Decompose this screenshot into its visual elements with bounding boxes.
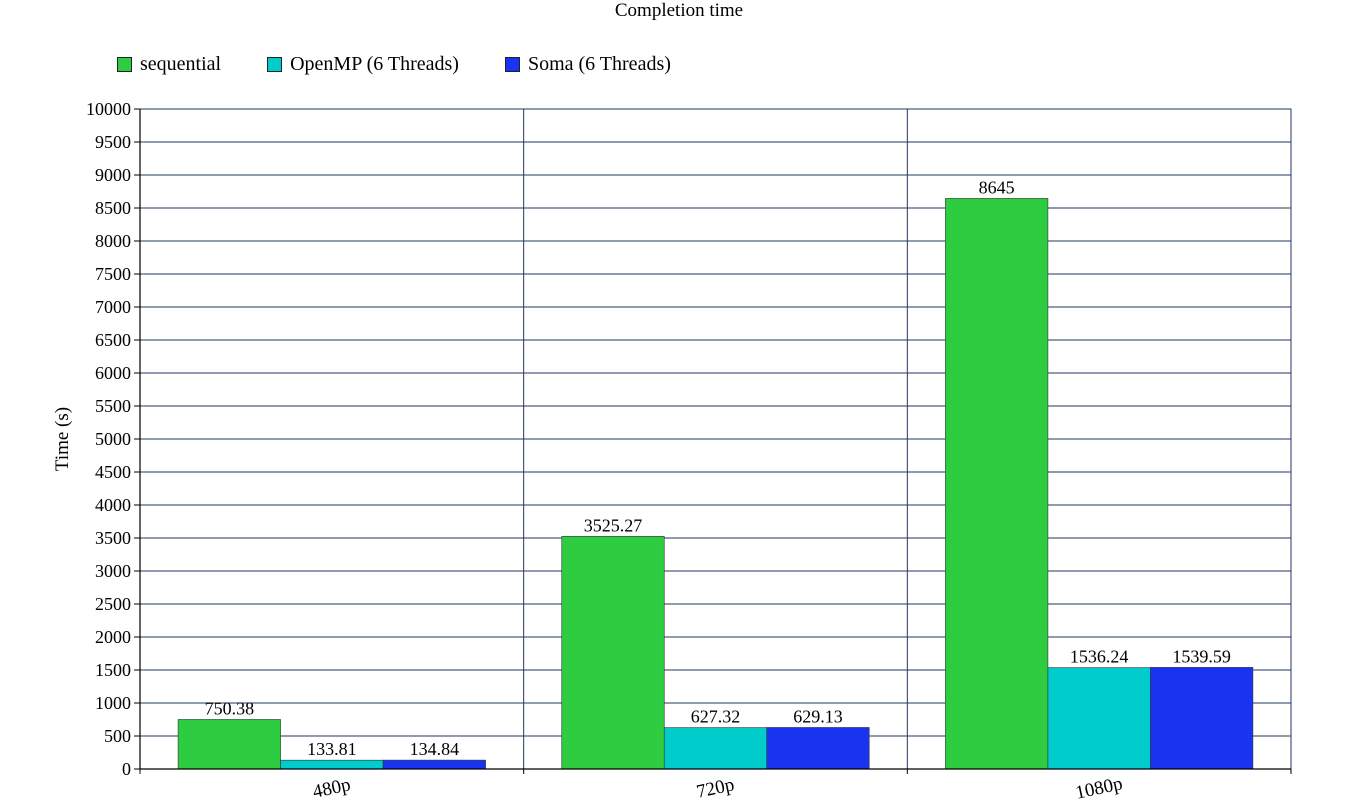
data-label: 1539.59 bbox=[1172, 646, 1231, 666]
x-tick-label: 720p bbox=[695, 774, 737, 802]
y-axis-label: Time (s) bbox=[52, 407, 73, 471]
y-tick-label: 10000 bbox=[86, 99, 131, 119]
bar-soma-480p bbox=[382, 759, 486, 770]
data-label: 750.38 bbox=[205, 698, 255, 718]
bar-soma-720p bbox=[766, 727, 870, 770]
y-tick-label: 4000 bbox=[95, 495, 131, 515]
y-tick-label: 2000 bbox=[95, 627, 131, 647]
data-label: 133.81 bbox=[307, 739, 357, 759]
x-tick-label: 1080p bbox=[1074, 773, 1125, 803]
data-label: 629.13 bbox=[793, 706, 843, 726]
bar-soma-1080p bbox=[1150, 667, 1254, 770]
y-tick-label: 1500 bbox=[95, 660, 131, 680]
y-tick-label: 2500 bbox=[95, 594, 131, 614]
bar-sequential-480p bbox=[177, 719, 281, 770]
bar-openmp-480p bbox=[280, 759, 384, 770]
data-label: 8645 bbox=[979, 177, 1015, 197]
legend-swatch-sequential bbox=[117, 57, 132, 72]
x-tick-label: 480p bbox=[311, 774, 353, 802]
y-tick-label: 6000 bbox=[95, 363, 131, 383]
chart-title: Completion time bbox=[614, 0, 744, 21]
legend-item-openmp: OpenMP (6 Threads) bbox=[267, 53, 459, 76]
legend-label-openmp: OpenMP (6 Threads) bbox=[290, 53, 459, 75]
y-tick-label: 0 bbox=[122, 759, 131, 779]
legend-label-sequential: sequential bbox=[140, 53, 222, 75]
y-tick-label: 5000 bbox=[95, 429, 131, 449]
data-label: 627.32 bbox=[691, 707, 741, 727]
legend-label-soma: Soma (6 Threads) bbox=[527, 53, 671, 75]
bar-openmp-720p bbox=[663, 727, 768, 770]
y-tick-label: 9500 bbox=[95, 132, 131, 152]
bar-sequential-1080p bbox=[945, 198, 1049, 770]
legend: sequential OpenMP (6 Threads) Soma (6 Th… bbox=[117, 53, 717, 76]
y-tick-label: 9000 bbox=[95, 165, 131, 185]
bar-openmp-1080p bbox=[1047, 667, 1151, 770]
y-tick-label: 4500 bbox=[95, 462, 131, 482]
legend-item-sequential: sequential bbox=[117, 53, 221, 76]
y-tick-label: 3000 bbox=[95, 561, 131, 581]
legend-swatch-openmp bbox=[267, 57, 283, 72]
y-tick-label: 6500 bbox=[95, 330, 131, 350]
bar-sequential-720p bbox=[561, 536, 665, 770]
data-label: 1536.24 bbox=[1070, 647, 1129, 667]
legend-swatch-soma bbox=[504, 57, 520, 72]
y-tick-label: 3500 bbox=[95, 528, 131, 548]
y-tick-label: 7500 bbox=[95, 264, 131, 284]
y-tick-label: 1000 bbox=[95, 693, 131, 713]
y-tick-label: 500 bbox=[104, 726, 131, 746]
y-tick-label: 5500 bbox=[95, 396, 131, 416]
data-label: 134.84 bbox=[410, 739, 460, 759]
y-tick-label: 8000 bbox=[95, 231, 131, 251]
y-tick-label: 8500 bbox=[95, 198, 131, 218]
data-label: 3525.27 bbox=[584, 515, 643, 535]
y-tick-label: 7000 bbox=[95, 297, 131, 317]
legend-item-soma: Soma (6 Threads) bbox=[504, 53, 671, 76]
